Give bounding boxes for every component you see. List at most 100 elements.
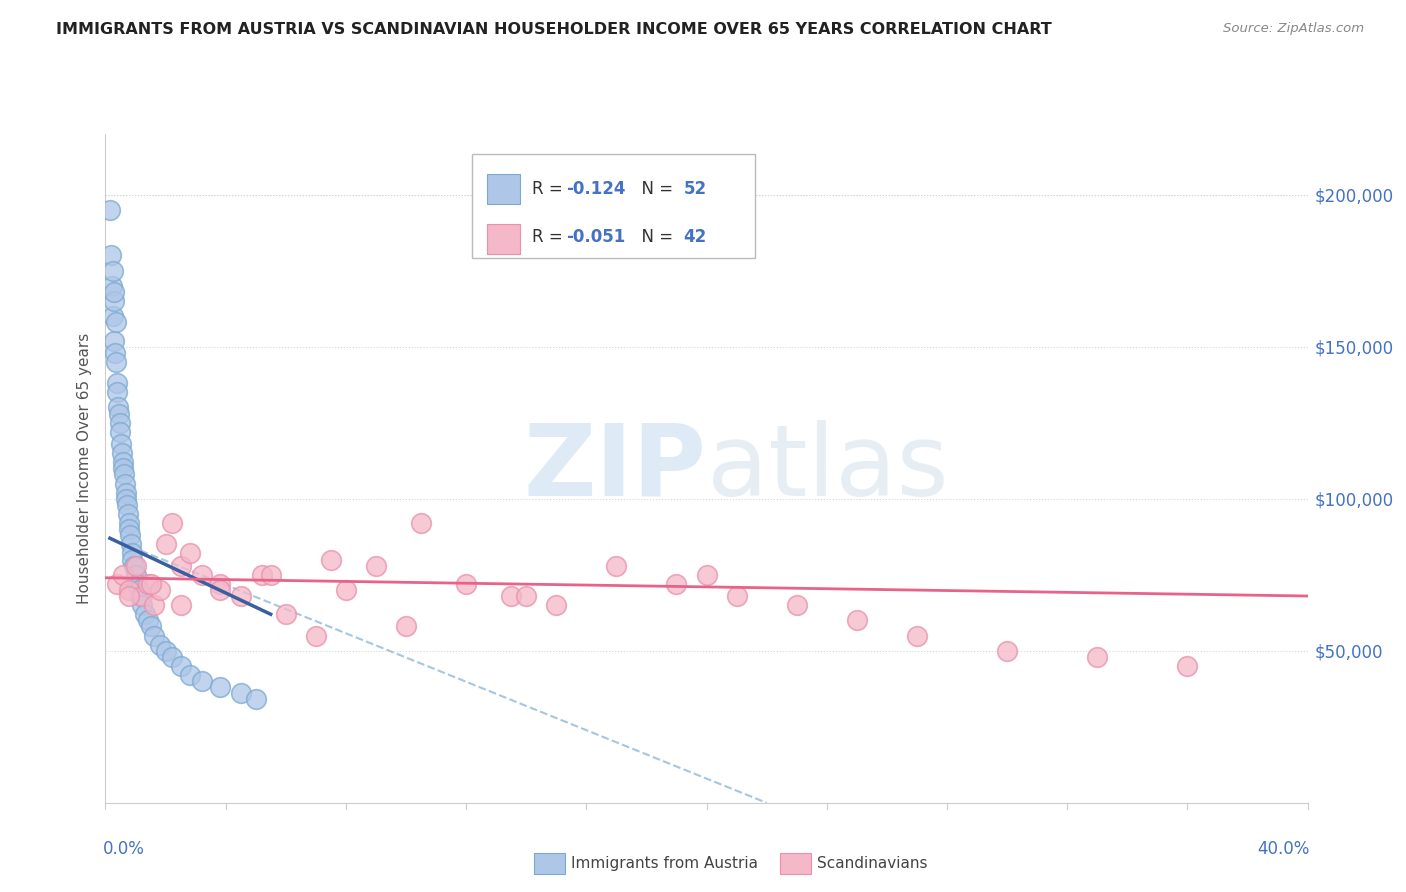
Point <box>725 589 748 603</box>
Point <box>108 407 131 421</box>
Point <box>142 628 165 642</box>
Point <box>190 567 212 582</box>
Text: atlas: atlas <box>707 420 948 516</box>
Point <box>112 567 135 582</box>
Point <box>101 310 124 324</box>
Point <box>155 644 177 658</box>
Text: 42: 42 <box>683 228 707 246</box>
Point <box>250 567 273 582</box>
Point <box>128 582 150 597</box>
Point <box>103 294 125 309</box>
Point <box>131 589 153 603</box>
Point <box>456 577 478 591</box>
Bar <box>486 224 520 254</box>
Point <box>120 537 142 551</box>
Point <box>169 598 191 612</box>
Point <box>136 613 159 627</box>
Point <box>229 686 252 700</box>
Point <box>786 598 808 612</box>
Point <box>190 674 212 689</box>
Point <box>208 680 231 694</box>
Text: -0.124: -0.124 <box>565 179 626 198</box>
Point <box>364 558 387 573</box>
Point <box>118 516 141 530</box>
Point <box>104 345 127 359</box>
Point <box>114 476 136 491</box>
Point <box>179 546 201 560</box>
Point <box>134 607 156 622</box>
Point <box>665 577 688 591</box>
Y-axis label: Householder Income Over 65 years: Householder Income Over 65 years <box>77 333 93 604</box>
Point <box>107 577 129 591</box>
Point <box>274 607 297 622</box>
Text: N =: N = <box>631 179 678 198</box>
Text: N =: N = <box>631 228 678 246</box>
Point <box>125 577 148 591</box>
Point <box>395 619 418 633</box>
Text: ZIP: ZIP <box>523 420 707 516</box>
Point <box>117 507 139 521</box>
Point <box>107 401 129 415</box>
Point <box>107 385 129 400</box>
Point <box>515 589 537 603</box>
Point <box>229 589 252 603</box>
Point <box>111 446 134 460</box>
Point <box>148 582 170 597</box>
Point <box>101 278 124 293</box>
Point <box>98 202 121 217</box>
Point <box>319 552 342 566</box>
Point <box>155 537 177 551</box>
Point <box>112 467 135 482</box>
Point <box>124 558 146 573</box>
Point <box>108 416 131 430</box>
FancyBboxPatch shape <box>472 154 755 258</box>
Text: 40.0%: 40.0% <box>1257 839 1310 857</box>
Point <box>104 355 127 369</box>
Point <box>845 613 868 627</box>
Point <box>103 334 125 348</box>
Point <box>409 516 432 530</box>
Point <box>118 582 141 597</box>
Point <box>131 598 153 612</box>
Point <box>115 498 138 512</box>
Point <box>104 315 127 329</box>
Point <box>118 589 141 603</box>
Point <box>115 485 138 500</box>
Point <box>169 558 191 573</box>
Point <box>142 598 165 612</box>
Text: Scandinavians: Scandinavians <box>817 856 928 871</box>
Point <box>1175 659 1198 673</box>
Point <box>118 522 141 536</box>
Point <box>260 567 283 582</box>
Point <box>208 582 231 597</box>
Point <box>179 668 201 682</box>
Point <box>245 692 267 706</box>
Text: Source: ZipAtlas.com: Source: ZipAtlas.com <box>1223 22 1364 36</box>
Point <box>1085 649 1108 664</box>
Point <box>305 628 328 642</box>
Point <box>501 589 523 603</box>
Point <box>139 619 162 633</box>
Point <box>160 516 183 530</box>
Point <box>995 644 1018 658</box>
Text: R =: R = <box>533 179 568 198</box>
Point <box>139 577 162 591</box>
Point <box>110 437 132 451</box>
Point <box>110 425 132 439</box>
Text: Immigrants from Austria: Immigrants from Austria <box>571 856 758 871</box>
Point <box>905 628 928 642</box>
Point <box>112 461 135 475</box>
Text: -0.051: -0.051 <box>565 228 626 246</box>
Point <box>121 552 143 566</box>
Point <box>208 577 231 591</box>
Point <box>605 558 627 573</box>
Point <box>169 659 191 673</box>
Point <box>100 248 122 262</box>
Text: 52: 52 <box>683 179 707 198</box>
Point <box>111 455 134 469</box>
Text: R =: R = <box>533 228 568 246</box>
Point <box>136 577 159 591</box>
Point <box>335 582 357 597</box>
Point <box>129 589 152 603</box>
Point <box>103 285 125 299</box>
